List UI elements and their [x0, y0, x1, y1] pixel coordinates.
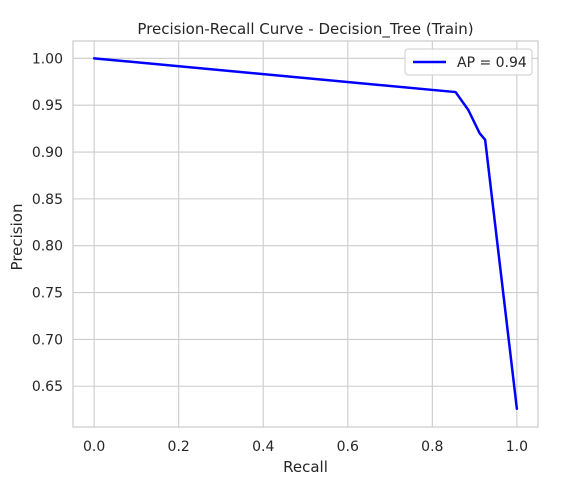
x-tick-label: 0.6	[337, 439, 359, 455]
y-axis-label: Precision	[8, 204, 26, 271]
y-tick-label: 0.85	[32, 192, 63, 208]
y-tick-label: 0.75	[32, 286, 63, 302]
x-tick-label: 0.8	[421, 439, 443, 455]
x-tick-label: 0.2	[168, 439, 190, 455]
y-tick-label: 0.65	[32, 379, 63, 395]
series-layer	[92, 57, 519, 410]
legend-label: AP = 0.94	[457, 55, 527, 71]
y-tick-label: 0.90	[32, 145, 63, 161]
tick-labels: 0.0 0.2 0.4 0.6 0.8 1.0 0.65 0.70 0.75 0.80 0.85 0.…	[32, 51, 528, 455]
y-tick-label: 1.00	[32, 51, 63, 67]
grid-layer	[73, 41, 538, 427]
x-tick-label: 0.0	[83, 439, 105, 455]
x-axis-label: Recall	[283, 458, 328, 476]
chart-title: Precision-Recall Curve - Decision_Tree (…	[137, 20, 473, 39]
plot-frame	[72, 40, 539, 428]
legend-box	[404, 48, 533, 76]
series-line	[92, 57, 519, 410]
y-tick-label: 0.70	[32, 332, 63, 348]
x-tick-label: 1.0	[506, 439, 528, 455]
x-tick-label: 0.4	[252, 439, 274, 455]
legend: AP = 0.94	[404, 48, 533, 76]
y-tick-label: 0.95	[32, 98, 63, 114]
y-tick-label: 0.80	[32, 239, 63, 255]
